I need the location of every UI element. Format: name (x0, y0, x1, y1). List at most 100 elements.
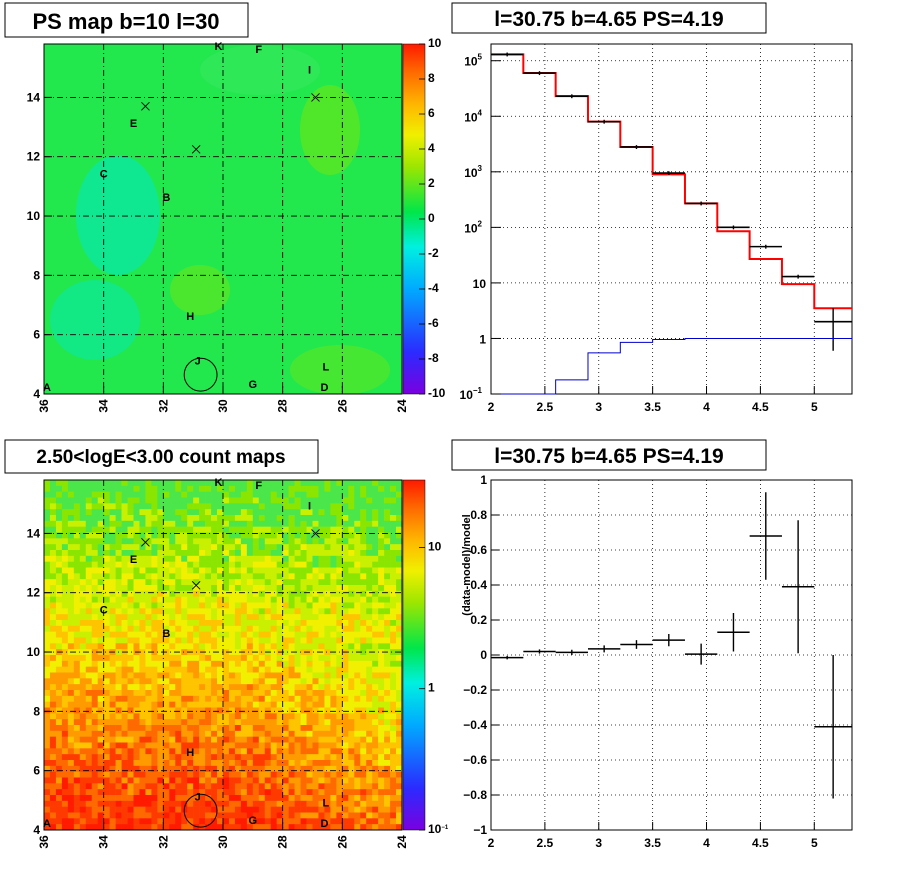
heat-cell (91, 684, 98, 691)
heat-cell (270, 497, 277, 504)
heat-cell (240, 707, 248, 714)
heat-cell (270, 777, 277, 784)
heat-cell (91, 760, 98, 767)
heat-cell (276, 520, 283, 527)
heat-cell (366, 701, 373, 708)
heat-cell (73, 725, 81, 732)
heat-cell (246, 701, 254, 708)
heat-cell (44, 515, 51, 522)
heat-cell (181, 480, 188, 487)
heat-cell (211, 491, 218, 498)
heat-cell (276, 503, 283, 510)
heat-cell (139, 806, 146, 813)
heat-cell (282, 748, 289, 755)
heat-cell (270, 824, 277, 830)
heat-cell (79, 765, 87, 772)
heat-cell (175, 526, 182, 533)
heat-cell (264, 544, 272, 551)
heat-cell (163, 777, 170, 784)
heat-cell (294, 544, 301, 551)
heat-cell (73, 742, 81, 749)
heat-cell (139, 596, 146, 603)
heat-cell (330, 789, 337, 796)
heat-cell (181, 497, 188, 504)
heat-cell (354, 806, 361, 813)
heat-cell (240, 643, 248, 650)
heat-cell (324, 824, 331, 830)
heat-cell (73, 783, 81, 790)
heat-cell (342, 678, 349, 685)
heat-cell (306, 550, 313, 557)
heat-cell (240, 660, 248, 667)
heat-cell (139, 585, 146, 592)
heat-cell (223, 678, 230, 685)
heat-cell (175, 532, 182, 539)
heat-cell (312, 765, 319, 772)
heat-cell (306, 643, 313, 650)
heat-cell (288, 783, 295, 790)
heat-cell (223, 736, 230, 743)
source-label-J: J (195, 355, 201, 367)
heat-cell (121, 579, 128, 586)
heat-cell (193, 602, 200, 609)
heat-cell (258, 666, 266, 673)
cross-marker (191, 144, 201, 154)
heat-cell (390, 748, 397, 755)
heat-cell (67, 672, 75, 679)
heat-cell (223, 748, 230, 755)
heat-cell (300, 485, 307, 492)
heat-cell (109, 800, 116, 807)
heat-cell (151, 719, 158, 726)
heat-cell (205, 783, 212, 790)
heat-cell (264, 561, 272, 568)
heat-cell (109, 765, 116, 772)
heat-cell (324, 509, 331, 516)
heat-cell (163, 742, 170, 749)
heat-cell (306, 520, 313, 527)
heat-cell (223, 590, 230, 597)
heat-cell (151, 579, 158, 586)
heat-cell (252, 812, 260, 819)
y-tick-label: 0.4 (470, 578, 487, 592)
heat-cell (324, 713, 331, 720)
heat-cell (67, 760, 75, 767)
heat-cell (294, 789, 301, 796)
heat-cell (109, 520, 116, 527)
heat-cell (246, 818, 254, 825)
heat-cell (306, 590, 313, 597)
heat-cell (318, 660, 325, 667)
heat-cell (360, 585, 367, 592)
heat-cell (157, 690, 164, 697)
heat-cell (79, 585, 87, 592)
heat-cell (378, 579, 385, 586)
heat-cell (175, 690, 182, 697)
heat-cell (217, 649, 224, 656)
heat-cell (384, 520, 391, 527)
heat-cell (300, 800, 307, 807)
heat-cell (217, 491, 224, 498)
heat-cell (306, 824, 313, 830)
heat-cell (151, 590, 158, 597)
heat-cell (306, 771, 313, 778)
heat-cell (61, 485, 69, 492)
heat-cell (318, 806, 325, 813)
heat-cell (163, 614, 170, 621)
heat-cell (300, 480, 307, 487)
heat-cell (318, 730, 325, 737)
heat-cell (264, 532, 272, 539)
heat-cell (366, 485, 373, 492)
heat-cell (55, 485, 63, 492)
heat-cell (67, 637, 75, 644)
heat-cell (97, 561, 104, 568)
heat-cell (342, 526, 349, 533)
heat-cell (103, 526, 110, 533)
heat-cell (396, 637, 402, 644)
heat-cell (270, 625, 277, 632)
heat-cell (240, 585, 248, 592)
heat-cell (384, 590, 391, 597)
heat-cell (348, 497, 355, 504)
heat-cell (109, 666, 116, 673)
heat-cell (109, 771, 116, 778)
heat-cell (97, 637, 104, 644)
